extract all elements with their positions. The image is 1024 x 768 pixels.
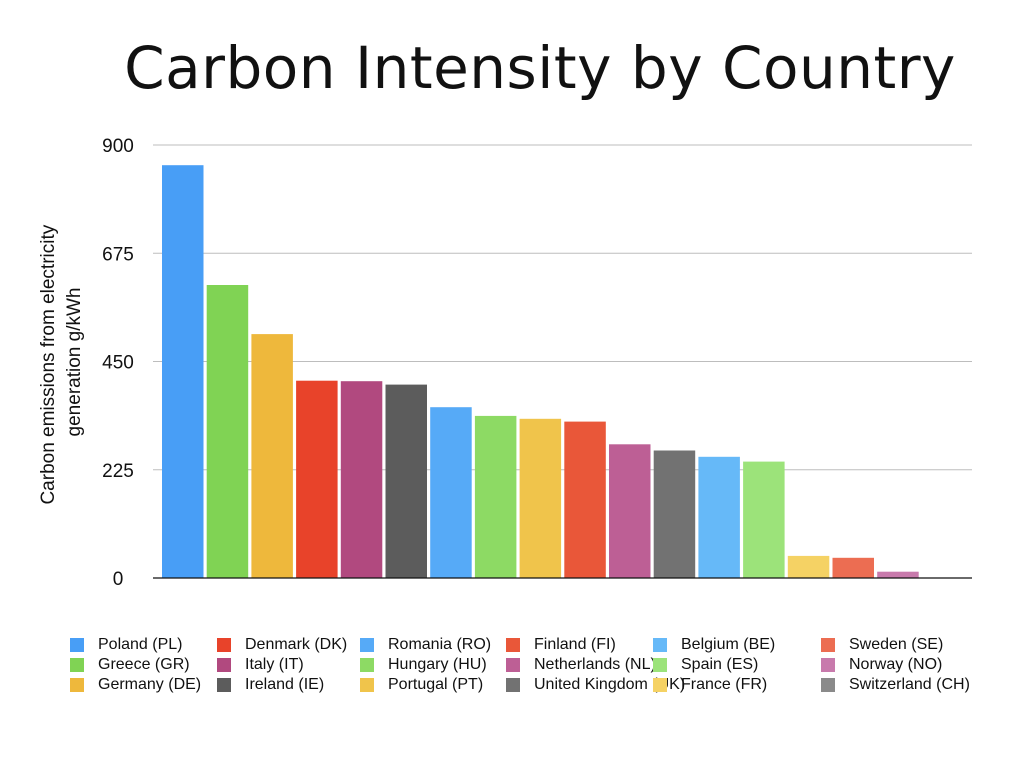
y-tick-label: 675 [102,244,134,265]
bar-15 [832,557,874,578]
bar-13 [743,461,785,578]
y-axis-label: Carbon emissions from electricity genera… [38,219,85,504]
bar-7 [474,415,517,578]
bar-16 [877,571,919,578]
axes: 0 225 450 675 900 [102,136,972,590]
y-axis-label-line-1: Carbon emissions from electricity [38,224,59,504]
bar-10 [609,444,651,578]
bar-4 [340,381,383,578]
bars [162,165,919,578]
bar-12 [698,456,740,578]
y-axis-label-line-2: generation g/kWh [64,288,85,437]
bar-5 [385,384,427,578]
bar-11 [653,450,696,578]
bar-1 [206,285,249,578]
bar-2 [251,334,293,578]
bar-3 [296,380,338,578]
bar-0 [162,165,204,578]
y-tick-label: 225 [102,461,134,482]
chart-title: Carbon Intensity by Country [124,34,956,102]
bar-9 [564,421,606,578]
y-tick-label: 900 [102,136,134,157]
bar-14 [787,555,830,578]
bar-6 [430,407,472,578]
y-tick-label: 450 [102,353,134,374]
bar-8 [519,418,562,578]
y-tick-label: 0 [113,569,124,590]
